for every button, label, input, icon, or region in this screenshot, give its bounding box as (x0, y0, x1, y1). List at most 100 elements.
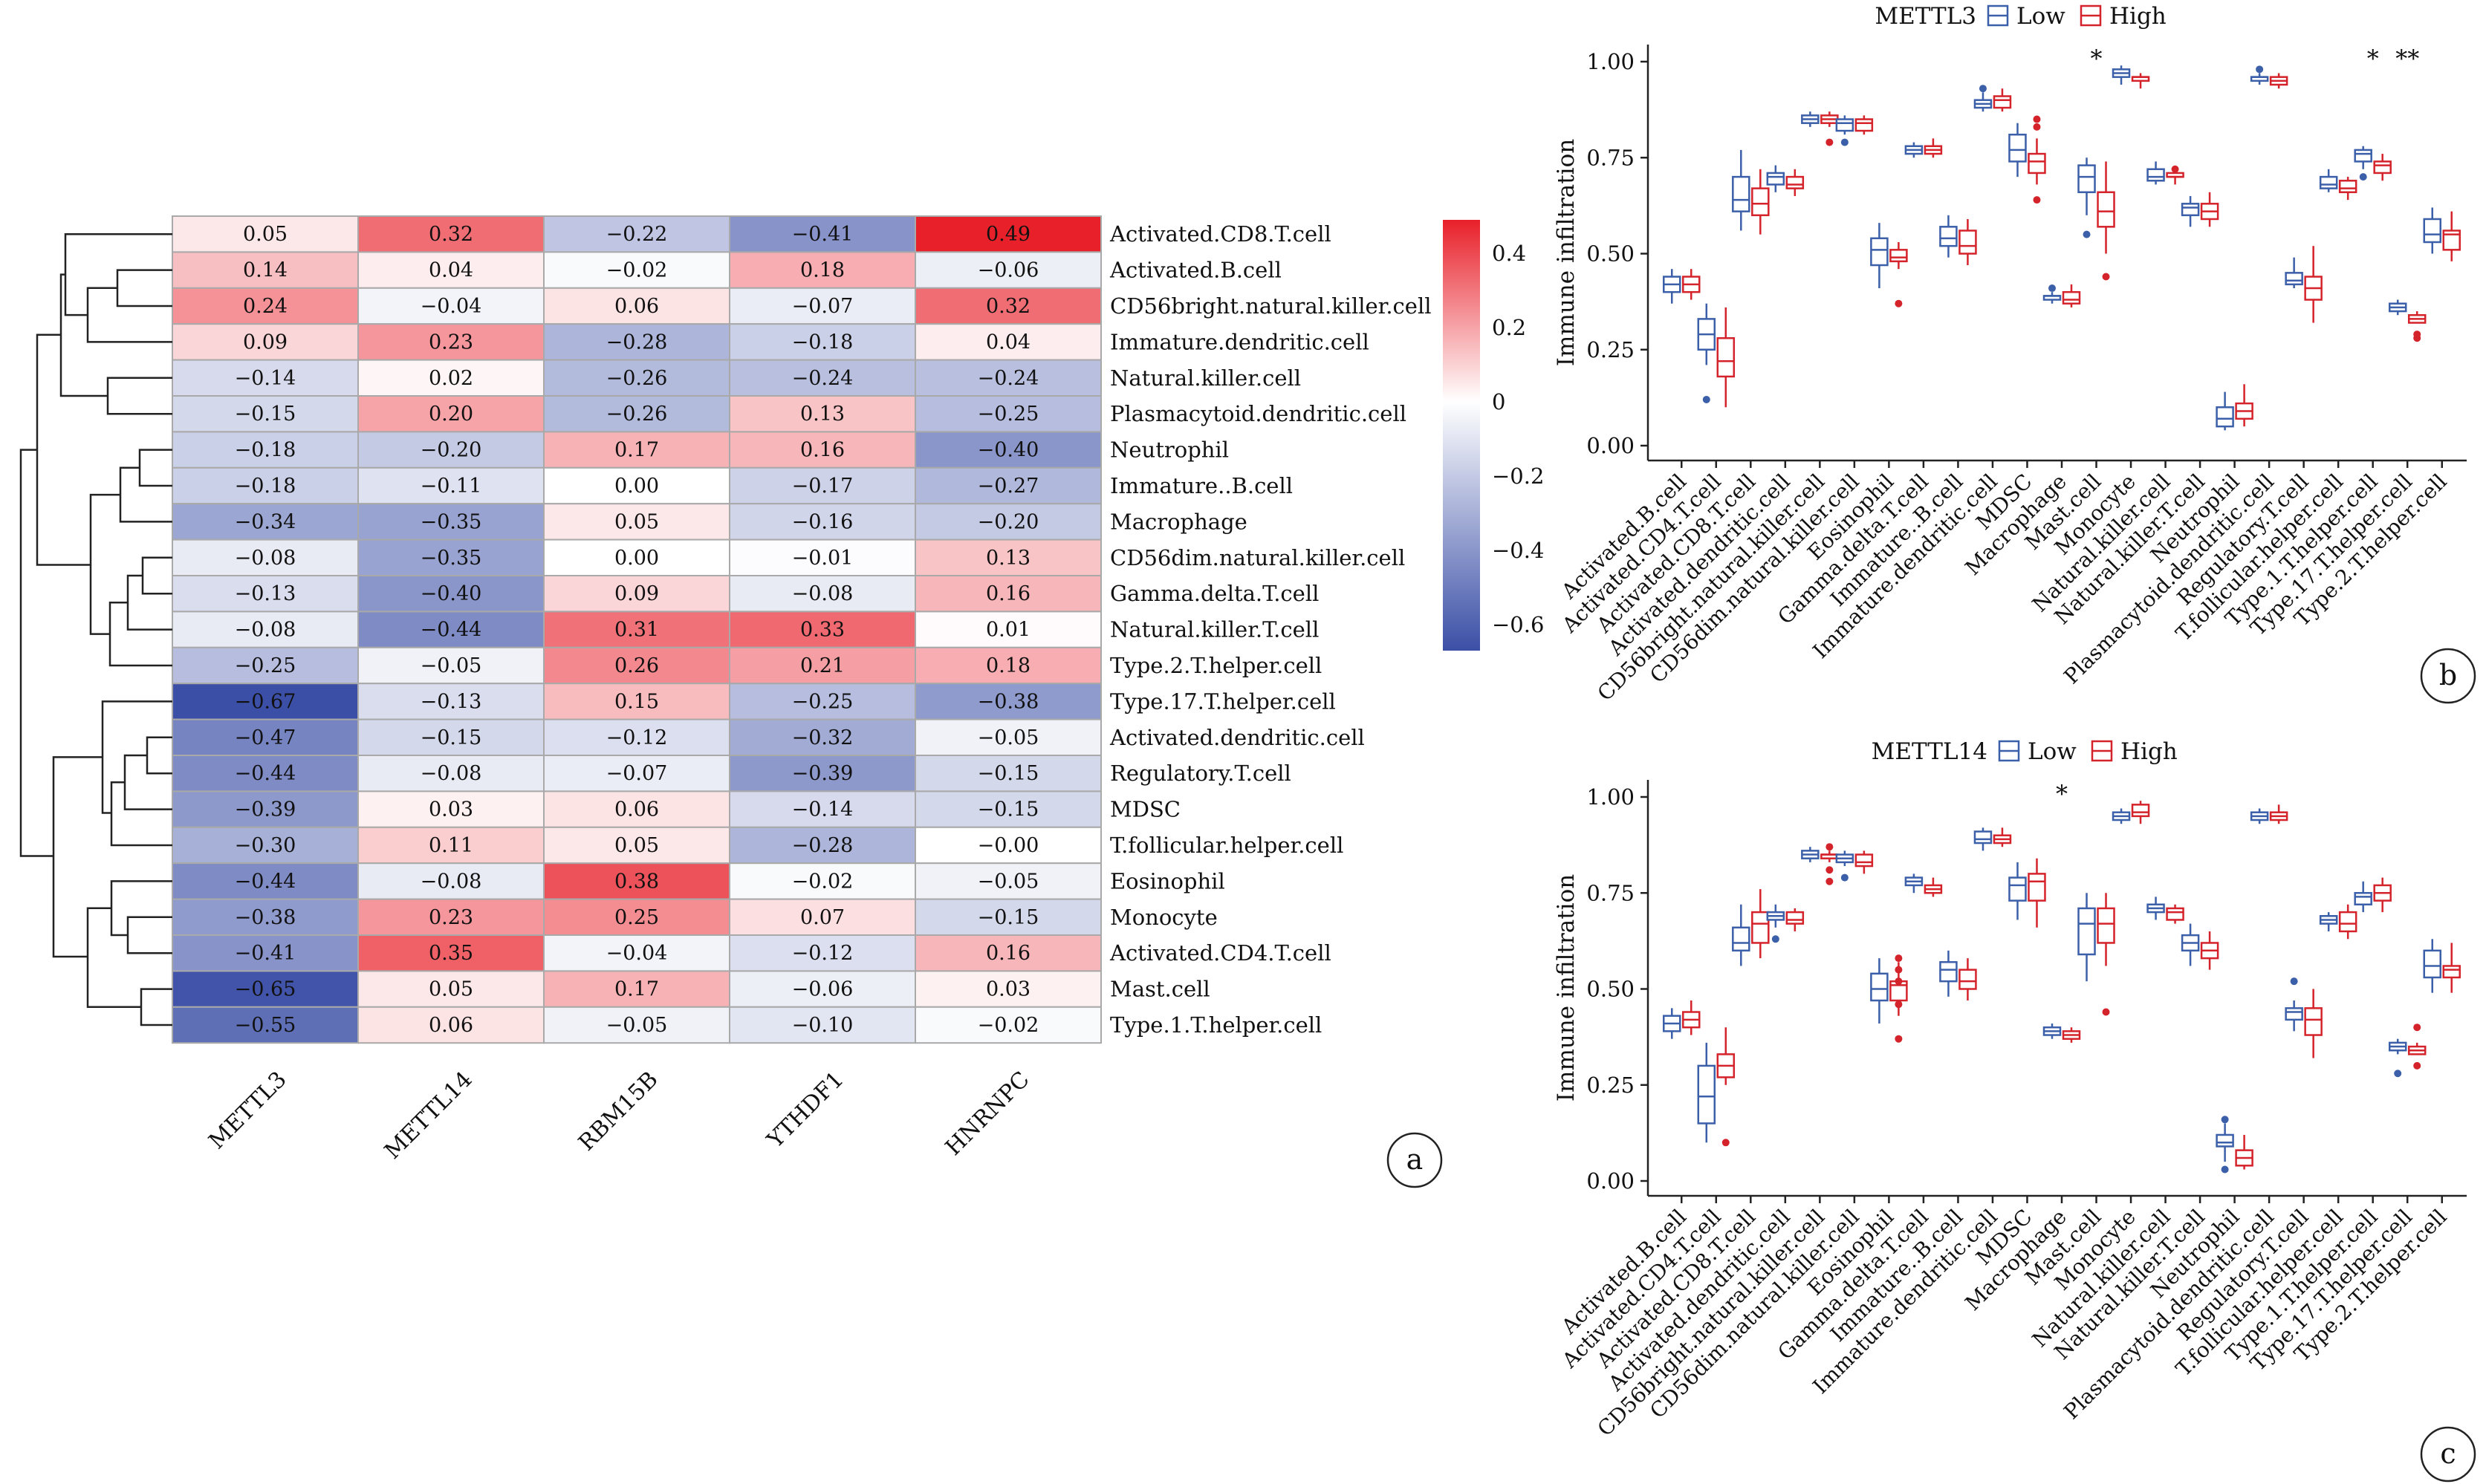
heatmap-cell (543, 683, 730, 720)
panel-label-circle (2420, 1426, 2476, 1483)
outlier-point (2033, 196, 2041, 204)
cell-value-label: 0.16 (986, 582, 1031, 605)
outlier-point (1895, 977, 1903, 986)
heatmap-cell (915, 395, 1102, 433)
dendrogram-branch (19, 449, 53, 857)
box-low (1835, 850, 1854, 867)
heatmap-cell (172, 755, 359, 793)
row-label: T.follicular.helper.cell (1110, 833, 1343, 858)
box-low (2388, 299, 2407, 316)
box-iqr (1751, 911, 1770, 944)
dendrogram-branch (89, 493, 120, 635)
row-label: Macrophage (1110, 509, 1247, 534)
cell-value-label: −0.10 (792, 1014, 854, 1037)
box-high (1682, 1000, 1701, 1035)
outlier-point (1702, 395, 1710, 403)
cell-value-label: −0.25 (978, 403, 1039, 426)
box-low (2319, 912, 2338, 931)
outlier-point (2033, 115, 2041, 123)
heatmap-cell (915, 970, 1102, 1008)
row-label: CD56bright.natural.killer.cell (1110, 293, 1432, 319)
box-iqr (1751, 187, 1770, 217)
heatmap-cell (915, 826, 1102, 865)
box-iqr (2062, 290, 2081, 305)
box-high (2269, 804, 2288, 824)
cell-value-label: 0.25 (614, 906, 659, 929)
cell-value-label: 0.01 (986, 619, 1031, 642)
dendrogram-branch (126, 574, 172, 631)
box-low (1870, 223, 1889, 289)
cell-value-label: −0.05 (978, 726, 1039, 749)
heatmap-cell (357, 718, 545, 756)
box-high (2407, 311, 2427, 324)
heatmap-cell (172, 898, 359, 936)
cell-value-label: −0.40 (978, 439, 1039, 462)
box-high (2304, 246, 2323, 323)
cell-value-label: −0.18 (235, 475, 296, 498)
outlier-point (1895, 966, 1903, 974)
row-label: Type.2.T.helper.cell (1110, 653, 1322, 678)
dendrogram-branch (59, 273, 108, 397)
cell-value-label: 0.17 (614, 978, 659, 1001)
cell-value-label: −0.13 (235, 582, 296, 605)
y-tick-label: 0.25 (1586, 337, 1635, 362)
y-tick-label: 1.00 (1586, 49, 1635, 74)
box-high (1785, 908, 1805, 931)
box-iqr (2354, 892, 2372, 906)
cell-value-label: 0.14 (243, 259, 288, 282)
cell-value-label: −0.40 (421, 582, 482, 605)
heatmap-cell (915, 683, 1102, 720)
box-high (2407, 1042, 2427, 1055)
row-label: Immature..B.cell (1110, 473, 1293, 498)
heatmap-cell (357, 323, 545, 361)
cell-value-label: 0.31 (614, 619, 659, 642)
cell-value-label: −0.27 (978, 475, 1039, 498)
box-low (2285, 1000, 2303, 1032)
outlier-point (2413, 1061, 2421, 1070)
outlier-point (2290, 977, 2298, 986)
box-low (2423, 939, 2441, 993)
panel-label-circle (2420, 648, 2476, 704)
column-label: METTL14 (380, 1067, 478, 1165)
outlier-point (2171, 165, 2179, 173)
cell-value-label: −0.04 (606, 942, 668, 965)
y-tick-label: 0.50 (1586, 241, 1635, 267)
cell-value-label: 0.00 (614, 547, 659, 570)
row-label: Activated.CD8.T.cell (1109, 221, 1331, 247)
box-iqr (2442, 230, 2461, 251)
heatmap-cell (729, 538, 916, 576)
dendrogram-branch (110, 880, 172, 937)
heatmap-cell (172, 1006, 359, 1044)
box-low (2285, 257, 2303, 289)
box-iqr (2216, 1133, 2234, 1148)
box-iqr (1854, 118, 1874, 132)
cell-value-label: −0.28 (606, 331, 668, 354)
outlier-point (2413, 1023, 2421, 1032)
box-low (2146, 161, 2165, 185)
significance-label: * (2056, 780, 2068, 808)
row-label: Type.17.T.helper.cell (1110, 689, 1336, 714)
box-high (1889, 241, 1908, 270)
box-high (2200, 192, 2219, 227)
box-high (1751, 889, 1770, 959)
cell-value-label: −0.05 (606, 1014, 668, 1037)
cell-value-label: 0.23 (429, 331, 473, 354)
cell-value-label: 0.03 (986, 978, 1031, 1001)
heatmap-cell (729, 755, 916, 793)
cell-value-label: −0.41 (792, 223, 854, 246)
cell-value-label: −0.55 (235, 1014, 296, 1037)
cell-value-label: −0.02 (606, 259, 668, 282)
box-iqr (2285, 272, 2303, 286)
outlier-point (1895, 954, 1903, 963)
box-low (2250, 808, 2269, 824)
box-iqr (2319, 175, 2338, 189)
heatmap-cell (357, 790, 545, 828)
cell-value-label: 0.04 (429, 259, 473, 282)
cell-value-label: −0.15 (978, 906, 1039, 929)
panel-label: c (2440, 1437, 2456, 1470)
box-iqr (2077, 907, 2096, 956)
box-high (1924, 877, 1943, 897)
cell-value-label: −0.20 (421, 439, 482, 462)
heatmap-cell (729, 611, 916, 648)
box-iqr (1939, 961, 1958, 983)
